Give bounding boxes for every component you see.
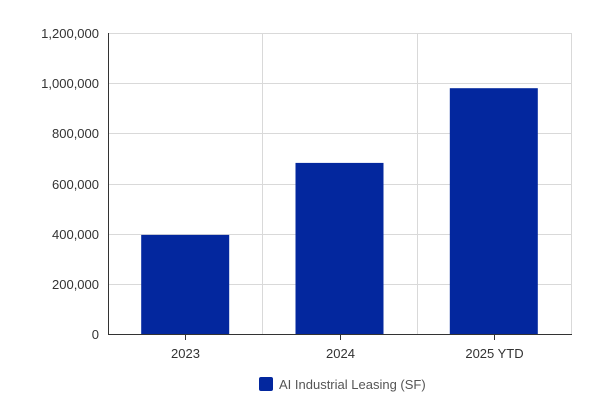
x-tick-labels: 2023 2024 2025 YTD — [171, 346, 524, 361]
bars — [141, 88, 538, 334]
y-tick-label: 0 — [92, 327, 99, 342]
x-tick-label: 2024 — [326, 346, 355, 361]
legend[interactable]: AI Industrial Leasing (SF) — [259, 377, 426, 392]
y-tick-label: 1,200,000 — [41, 26, 99, 41]
y-tick-label: 200,000 — [52, 277, 99, 292]
y-tick-label: 1,000,000 — [41, 76, 99, 91]
bar-2025-ytd[interactable] — [449, 88, 538, 334]
x-tick-label: 2023 — [171, 346, 200, 361]
bar-2024[interactable] — [295, 162, 384, 334]
bar-2023[interactable] — [141, 234, 230, 334]
y-tick-label: 600,000 — [52, 177, 99, 192]
axes — [108, 33, 572, 340]
x-tick-label: 2025 YTD — [465, 346, 523, 361]
y-tick-labels: 0 200,000 400,000 600,000 800,000 1,000,000 1,… — [41, 26, 99, 342]
y-tick-label: 400,000 — [52, 227, 99, 242]
y-tick-label: 800,000 — [52, 126, 99, 141]
legend-label[interactable]: AI Industrial Leasing (SF) — [279, 377, 426, 392]
legend-swatch[interactable] — [259, 377, 273, 391]
